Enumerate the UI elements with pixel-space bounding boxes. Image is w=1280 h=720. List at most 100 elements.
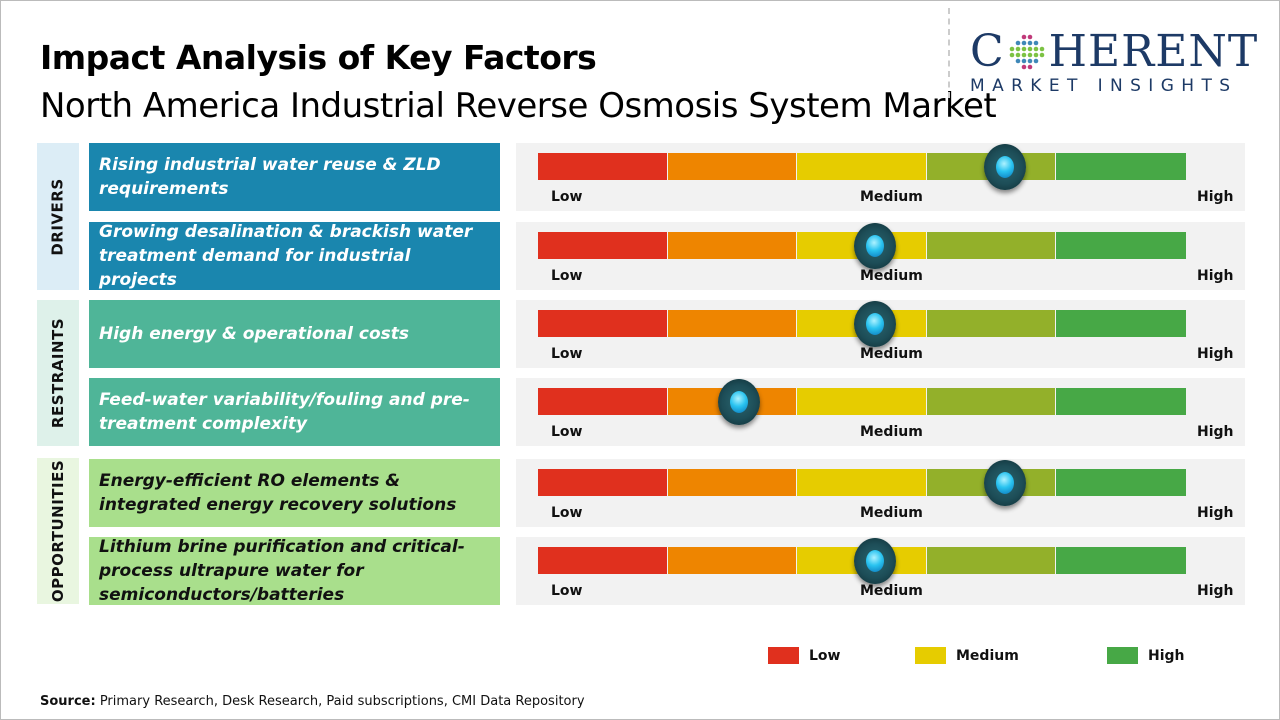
factor-label: Growing desalination & brackish water tr…	[89, 222, 500, 290]
gauge-high-label: High	[1197, 583, 1234, 599]
legend-high: High	[1107, 647, 1185, 664]
gauge-low-label: Low	[551, 424, 583, 440]
gauge-segment	[1056, 310, 1186, 337]
gauge-segment	[926, 388, 1056, 415]
logo-dot	[1021, 58, 1026, 64]
logo-dot	[1033, 58, 1038, 64]
logo-dot	[1039, 52, 1044, 58]
logo-dot	[1027, 46, 1032, 52]
gauge-high-label: High	[1197, 346, 1234, 362]
source-label: Source:	[40, 694, 96, 709]
impact-indicator-knob	[983, 460, 1026, 506]
logo-dot	[1021, 64, 1026, 70]
logo-text: HERENT	[1048, 26, 1259, 77]
gauge-segment	[667, 310, 797, 337]
gauge-segment	[1056, 388, 1186, 415]
logo-tagline: MARKET INSIGHTS	[970, 76, 1238, 96]
page-subtitle: North America Industrial Reverse Osmosis…	[40, 86, 997, 126]
logo-dot	[1015, 40, 1020, 46]
gauge-high-label: High	[1197, 268, 1234, 284]
gauge-medium-label: Medium	[860, 346, 923, 362]
gauge-segment	[538, 469, 667, 496]
gauge-segment	[1056, 469, 1186, 496]
factor-label: Feed-water variability/fouling and pre-t…	[89, 378, 500, 446]
logo-dot	[1027, 58, 1032, 64]
category-label: OPPORTUNITIES	[49, 459, 67, 603]
logo-dot	[1015, 58, 1020, 64]
gauge-segment	[926, 310, 1056, 337]
factor-label: Rising industrial water reuse & ZLD requ…	[89, 143, 500, 211]
category-opportunities: OPPORTUNITIES	[37, 458, 79, 604]
gauge-segment	[667, 232, 797, 259]
factor-label: High energy & operational costs	[89, 300, 500, 368]
legend-label: Medium	[956, 647, 1019, 664]
category-label: DRIVERS	[49, 177, 68, 256]
gauge-segment	[538, 310, 667, 337]
logo-dot	[1033, 46, 1038, 52]
gauge-high-label: High	[1197, 505, 1234, 521]
impact-gauge: Low Medium High	[516, 378, 1245, 446]
gauge-low-label: Low	[551, 346, 583, 362]
logo-dot	[1021, 46, 1026, 52]
logo-dot	[1021, 34, 1026, 40]
logo-dot	[1039, 46, 1044, 52]
source-note: Source: Primary Research, Desk Research,…	[40, 694, 585, 709]
logo-dot	[1015, 46, 1020, 52]
gauge-medium-label: Medium	[860, 268, 923, 284]
impact-gauge: Low Medium High	[516, 537, 1245, 605]
gauge-low-label: Low	[551, 268, 583, 284]
impact-indicator-knob	[853, 538, 896, 584]
logo-dot	[1027, 40, 1032, 46]
divider	[948, 8, 950, 98]
category-restraints: RESTRAINTS	[37, 300, 79, 446]
logo-dot	[1027, 64, 1032, 70]
category-drivers: DRIVERS	[37, 143, 79, 290]
logo-dot	[1015, 52, 1020, 58]
logo-dot	[1033, 40, 1038, 46]
impact-gauge: Low Medium High	[516, 143, 1245, 211]
legend-medium: Medium	[915, 647, 1019, 664]
gauge-low-label: Low	[551, 189, 583, 205]
gauge-segment	[926, 547, 1056, 574]
gauge-low-label: Low	[551, 505, 583, 521]
legend-low: Low	[768, 647, 840, 664]
gauge-segment	[797, 388, 926, 415]
gauge-segment	[797, 469, 926, 496]
logo-dot	[1021, 52, 1026, 58]
legend-swatch	[1107, 647, 1138, 664]
gauge-segment	[926, 232, 1056, 259]
factor-label: Lithium brine purification and critical-…	[89, 537, 500, 605]
logo-letter: C	[970, 26, 1005, 77]
source-text: Primary Research, Desk Research, Paid su…	[95, 694, 585, 709]
legend-swatch	[768, 647, 799, 664]
gauge-segment	[667, 153, 797, 180]
logo-dot	[1009, 46, 1014, 52]
impact-indicator-knob	[853, 223, 896, 269]
gauge-medium-label: Medium	[860, 189, 923, 205]
impact-indicator-knob	[983, 144, 1026, 190]
gauge-medium-label: Medium	[860, 424, 923, 440]
legend-swatch	[915, 647, 946, 664]
gauge-low-label: Low	[551, 583, 583, 599]
gauge-segment	[667, 469, 797, 496]
impact-gauge: Low Medium High	[516, 300, 1245, 368]
page-title: Impact Analysis of Key Factors	[40, 38, 597, 77]
logo: C HERENT MARKET INSIGHTS	[970, 26, 1260, 97]
legend-label: High	[1148, 647, 1185, 664]
legend-label: Low	[809, 647, 841, 664]
impact-gauge: Low Medium High	[516, 222, 1245, 290]
gauge-segment	[1056, 153, 1186, 180]
gauge-segment	[1056, 547, 1186, 574]
impact-gauge: Low Medium High	[516, 459, 1245, 527]
gauge-high-label: High	[1197, 189, 1234, 205]
gauge-segment	[538, 388, 667, 415]
logo-dot	[1027, 52, 1032, 58]
gauge-segment	[797, 153, 926, 180]
gauge-segment	[667, 547, 797, 574]
gauge-segment	[538, 153, 667, 180]
impact-indicator-knob	[717, 379, 760, 425]
gauge-medium-label: Medium	[860, 583, 923, 599]
gauge-medium-label: Medium	[860, 505, 923, 521]
factor-label: Energy-efficient RO elements & integrate…	[89, 459, 500, 527]
gauge-segment	[1056, 232, 1186, 259]
